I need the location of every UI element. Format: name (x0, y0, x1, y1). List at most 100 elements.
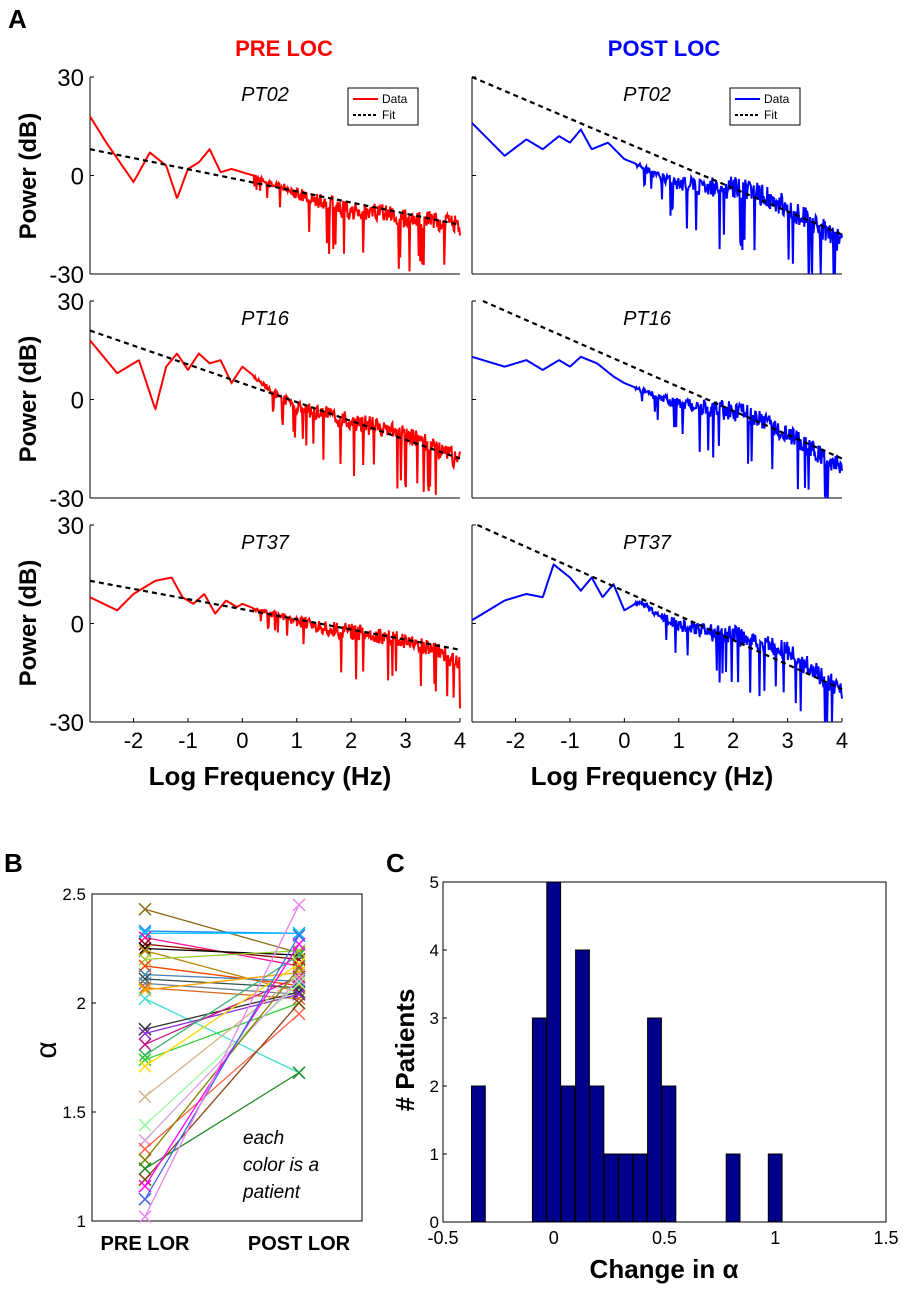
y-tick-label: 0 (71, 164, 84, 191)
marker (138, 952, 152, 966)
patient-line (144, 965, 300, 987)
c-y-tick-label: 4 (430, 941, 439, 960)
patient-line (144, 993, 300, 1035)
b-y-tick-label: 1 (77, 1212, 86, 1231)
legend: Data Fit (347, 87, 419, 126)
panel-a-spectra: PRE LOC POST LOC Power (dB) Power (dB) P… (15, 36, 848, 791)
marker (138, 931, 152, 945)
histogram-bar (767, 1153, 783, 1223)
marker (138, 941, 152, 956)
histogram-bar (471, 1085, 486, 1223)
marker (138, 1118, 152, 1132)
patient-line (144, 976, 300, 1046)
subplot-post-pt16: PT16 (471, 299, 843, 499)
patient-series-p23 (138, 976, 306, 1132)
patient-line (144, 1013, 300, 1150)
fit-line (482, 299, 843, 460)
marker (138, 1179, 152, 1193)
b-y-tick-label: 2 (77, 994, 86, 1013)
patient-series-p21 (138, 957, 306, 1073)
pre-xlabel: Log Frequency (Hz) (149, 761, 392, 791)
b-category-label: POST LOR (248, 1233, 351, 1255)
panel-b-annotation-line-2: color is a (243, 1155, 319, 1176)
panel-b-ylabel: α (30, 1041, 63, 1058)
b-category-label: PRE LOR (101, 1233, 190, 1255)
histogram-bar (603, 1153, 619, 1223)
subplot-post-pt02: PT02 Data Fit (471, 75, 843, 275)
patient-line (144, 978, 300, 989)
subplot-title: PT37 (241, 532, 290, 554)
legend-data-label: Data (764, 92, 790, 106)
marker (138, 926, 152, 940)
patient-line (144, 971, 300, 991)
subplot-post-pt37: -2 -1 0 1 2 3 4 PT37 (471, 523, 848, 753)
x-tick-label: -2 (506, 728, 526, 753)
histogram-bar (560, 1085, 576, 1223)
patient-line (144, 1002, 300, 1061)
panel-b-axes (91, 893, 363, 1222)
fit-line (471, 75, 843, 236)
marker (292, 996, 306, 1010)
legend-box (347, 87, 419, 126)
marker (138, 981, 152, 995)
panel-label-a: A (8, 4, 27, 34)
patient-line (144, 987, 300, 1000)
marker (138, 1048, 152, 1062)
x-tick-label: 0 (236, 728, 248, 753)
marker (292, 944, 306, 958)
c-y-tick-label: 3 (430, 1009, 439, 1028)
marker (138, 1142, 152, 1156)
histogram-bar (647, 1017, 662, 1223)
patient-series-p2 (138, 924, 306, 940)
subplot-pre-pt37: -30 0 30 -2 -1 0 1 2 3 4 PT37 (49, 513, 466, 753)
x-tick-label: 2 (345, 728, 357, 753)
x-tick-label: -1 (560, 728, 580, 753)
c-y-tick-label: 1 (430, 1145, 439, 1164)
x-tick-label: 3 (781, 728, 793, 753)
patient-line (144, 908, 300, 954)
patient-series-p30 (138, 928, 306, 1206)
marker (138, 1090, 152, 1104)
subplot-title: PT16 (241, 308, 290, 330)
histogram-bar (546, 881, 562, 1223)
x-tick-label: -1 (178, 728, 198, 753)
data-line (89, 576, 461, 709)
subplot-pre-pt16: -30 0 30 PT16 (49, 289, 461, 513)
marker (292, 1007, 306, 1021)
b-y-tick-label: 2.5 (62, 885, 86, 904)
marker (138, 1173, 152, 1187)
patient-line (144, 963, 300, 1067)
subplot-pre-pt02: -30 0 30 PT02 Data Fit (49, 65, 461, 289)
c-y-tick-label: 0 (430, 1213, 439, 1232)
patient-series-p19 (138, 948, 306, 1062)
x-tick-label: -2 (124, 728, 144, 753)
c-x-tick-label: 0 (549, 1228, 559, 1248)
x-tick-label: 4 (454, 728, 466, 753)
marker (292, 957, 306, 971)
marker (138, 1026, 152, 1041)
patient-series-p3 (138, 926, 306, 940)
histogram-bar (725, 1153, 741, 1223)
patient-line (144, 904, 300, 1217)
panel-a-ylabel-2: Power (dB) (15, 336, 42, 463)
data-line (89, 339, 461, 495)
panel-a-ylabel-3: Power (dB) (15, 560, 42, 687)
y-tick-label: 30 (57, 513, 84, 540)
patient-series-p28 (138, 996, 306, 1187)
patient-line (144, 974, 300, 1098)
patient-line (144, 935, 300, 1200)
histogram-bar (589, 1085, 605, 1223)
subplot-title: PT02 (623, 84, 671, 106)
histogram-bar (618, 1153, 634, 1223)
pre-column-title: PRE LOC (235, 36, 333, 61)
panel-b-alpha: α 1 1.5 2 2.5 PRE LOR POST LOR each color is … (30, 885, 363, 1255)
post-column-title: POST LOC (608, 36, 721, 61)
c-x-tick-label: -0.5 (427, 1228, 458, 1248)
legend: Data Fit (729, 87, 801, 126)
marker (292, 926, 306, 940)
patient-line (144, 982, 300, 1126)
patient-series-p31 (138, 898, 306, 1224)
panel-label-c: C (386, 848, 405, 878)
patient-series-p29 (138, 937, 306, 1193)
